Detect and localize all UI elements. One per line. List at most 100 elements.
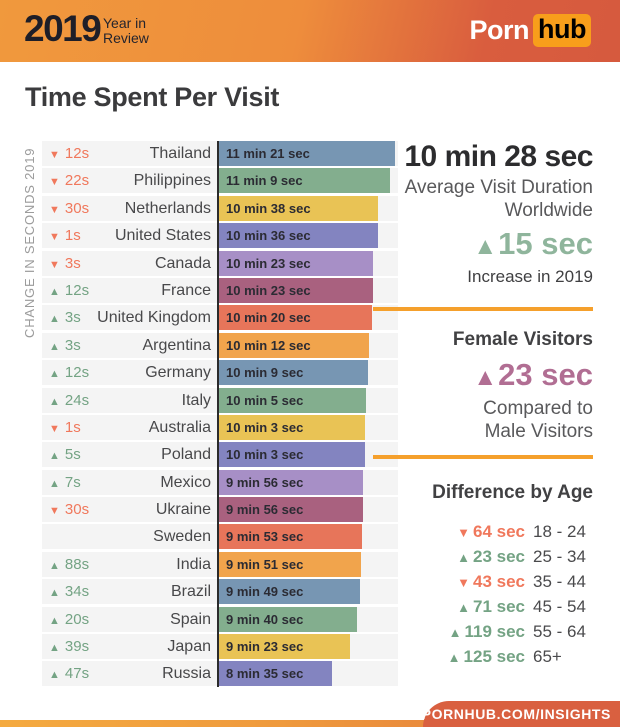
change-indicator: ▲ 7s	[49, 470, 81, 497]
year-label: 2019	[24, 8, 102, 49]
divider	[373, 455, 593, 459]
triangle-down-icon: ▼	[49, 505, 60, 518]
age-row: ▲ 23 sec 25 - 34	[373, 544, 593, 569]
change-indicator: ▼ 1s	[49, 415, 81, 442]
age-range-label: 55 - 64	[533, 622, 586, 641]
duration-bar: 10 min 5 sec	[219, 387, 366, 413]
worldwide-increase-stat: ▲15 sec	[373, 226, 593, 262]
country-label: Mexico	[160, 473, 211, 491]
change-indicator: ▲ 3s	[49, 305, 81, 332]
duration-label: 9 min 53 sec	[226, 529, 304, 545]
change-indicator: ▼ 3s	[49, 251, 81, 278]
triangle-up-icon: ▲	[447, 650, 461, 665]
duration-bar: 9 min 23 sec	[219, 634, 350, 660]
duration-bar: 10 min 12 sec	[219, 332, 369, 358]
duration-label: 9 min 49 sec	[226, 584, 304, 600]
country-label: Poland	[161, 446, 211, 464]
change-value: 12s	[64, 364, 90, 382]
chart-row: ▲ 7s Mexico 9 min 56 sec	[42, 469, 398, 497]
chart-row: ▼ 30s Ukraine 9 min 56 sec	[42, 497, 398, 524]
change-indicator: ▲ 20s	[49, 607, 89, 634]
change-value: 12s	[64, 145, 90, 162]
chart-row: ▲ 34s Brazil 9 min 49 sec	[42, 579, 398, 605]
female-label-line2: Male Visitors	[484, 421, 593, 442]
year-in-review-label: Year in Review	[103, 16, 149, 46]
duration-bar: 9 min 51 sec	[219, 551, 361, 577]
country-label: Philippines	[133, 172, 211, 190]
duration-bar: 10 min 36 sec	[219, 223, 378, 249]
duration-bar: 9 min 40 sec	[219, 606, 357, 632]
duration-bar: 10 min 20 sec	[219, 305, 372, 331]
chart-row: ▼ 1s Australia 10 min 3 sec	[42, 414, 398, 442]
chart-row: ▼ 3s Canada 10 min 23 sec	[42, 250, 398, 278]
worldwide-increase-value: 15 sec	[498, 226, 593, 261]
duration-label: 10 min 20 sec	[226, 310, 311, 326]
triangle-down-icon: ▼	[49, 176, 60, 189]
age-row: ▼ 43 sec 35 - 44	[373, 569, 593, 594]
change-value: 1s	[64, 418, 81, 436]
duration-label: 11 min 21 sec	[226, 146, 310, 161]
year-in-review-line2: Review	[103, 30, 149, 46]
duration-bar: 10 min 3 sec	[219, 442, 365, 468]
change-value: 12s	[64, 281, 90, 299]
change-value: 30s	[64, 199, 90, 217]
change-value: 30s	[64, 501, 90, 519]
age-row: ▼ 64 sec 18 - 24	[373, 519, 593, 544]
triangle-up-icon: ▲	[457, 600, 470, 615]
triangle-down-icon: ▼	[49, 149, 60, 161]
duration-bar: 9 min 53 sec	[219, 524, 362, 550]
triangle-up-icon: ▲	[473, 233, 498, 260]
worldwide-increase-label: Increase in 2019	[467, 267, 593, 286]
duration-bar: 10 min 23 sec	[219, 277, 373, 303]
y-axis-label: CHANGE IN SECONDS 2019	[22, 147, 37, 338]
female-visitors-stat: ▲23 sec	[373, 357, 593, 393]
duration-bar: 11 min 9 sec	[219, 168, 390, 194]
duration-bar: 9 min 56 sec	[219, 497, 363, 523]
change-indicator: ▲ 5s	[49, 442, 81, 469]
change-indicator: ▲ 88s	[49, 552, 89, 579]
country-label: Australia	[148, 418, 211, 436]
worldwide-label-line1: Average Visit Duration	[404, 177, 593, 198]
change-value: 3s	[64, 309, 81, 327]
logo-badge-hub: hub	[533, 14, 591, 47]
age-change-value: ▲ 119 sec	[373, 619, 525, 644]
triangle-down-icon: ▼	[49, 258, 60, 271]
triangle-up-icon: ▲	[49, 395, 60, 408]
triangle-up-icon: ▲	[49, 450, 60, 463]
country-label: Thailand	[149, 145, 211, 162]
age-change-value: ▲ 23 sec	[373, 544, 525, 569]
chart-row: ▲ 88s India 9 min 51 sec	[42, 551, 398, 579]
chart-row: ▲ 3s United Kingdom 10 min 20 sec	[42, 305, 398, 332]
change-indicator: ▲ 24s	[49, 388, 89, 415]
female-comparison-label: Compared to Male Visitors	[373, 397, 593, 443]
female-visitors-heading: Female Visitors	[452, 329, 593, 350]
duration-bar: 10 min 38 sec	[219, 195, 378, 221]
chart-row: ▲ 12s Germany 10 min 9 sec	[42, 360, 398, 386]
triangle-down-icon: ▼	[49, 203, 60, 216]
duration-label: 10 min 12 sec	[226, 337, 311, 353]
chart-row: ▼ 30s Netherlands 10 min 38 sec	[42, 195, 398, 221]
duration-label: 10 min 23 sec	[226, 255, 311, 271]
triangle-up-icon: ▲	[49, 285, 60, 298]
chart-row: ▼ 1s United States 10 min 36 sec	[42, 223, 398, 249]
duration-label: 10 min 38 sec	[226, 200, 311, 216]
duration-label: 10 min 9 sec	[226, 365, 304, 381]
age-change-value: ▼ 64 sec	[373, 519, 525, 544]
age-change-seconds: 64 sec	[473, 522, 525, 541]
change-value: 47s	[64, 665, 90, 683]
change-indicator: ▼ 30s	[49, 497, 89, 524]
chart-row: ▲ 12s France 10 min 23 sec	[42, 277, 398, 305]
change-value: 39s	[64, 638, 90, 656]
triangle-up-icon: ▲	[49, 614, 60, 627]
worldwide-average-label: Average Visit Duration Worldwide	[373, 176, 593, 222]
triangle-up-icon: ▲	[49, 477, 60, 490]
change-indicator: ▲ 12s	[49, 278, 89, 305]
triangle-up-icon: ▲	[473, 364, 498, 391]
country-label: Spain	[170, 610, 211, 628]
triangle-up-icon: ▲	[49, 642, 60, 655]
change-indicator: ▲ 3s	[49, 333, 81, 360]
duration-label: 8 min 35 sec	[226, 666, 304, 682]
bottom-accent-strip	[0, 720, 620, 727]
duration-bar: 10 min 9 sec	[219, 360, 368, 386]
